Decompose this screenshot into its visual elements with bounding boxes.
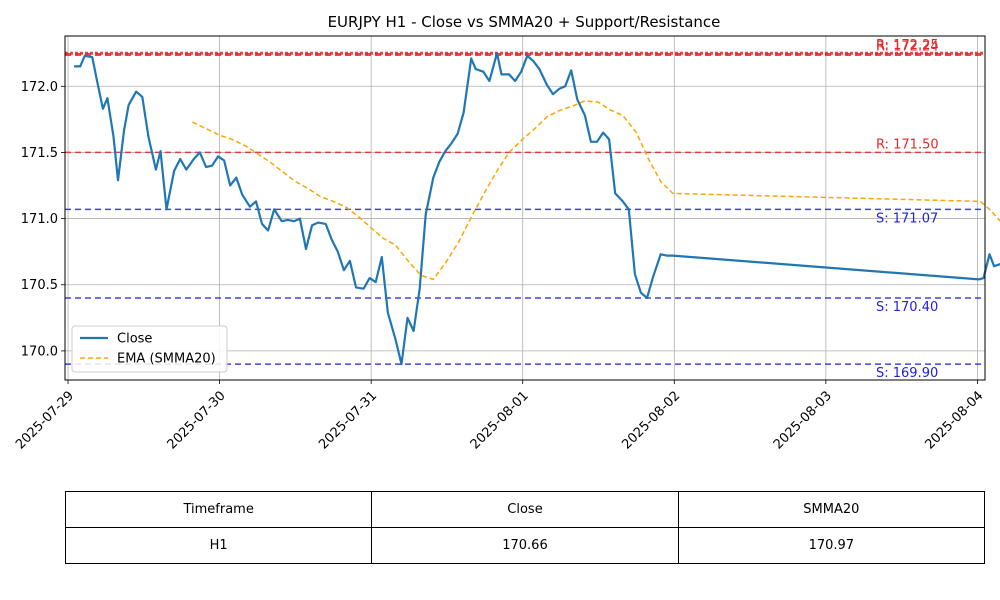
table-header-cell: Close — [371, 491, 679, 528]
x-tick-label: 2025-08-02 — [619, 388, 683, 452]
level-label: S: 170.40 — [876, 300, 938, 315]
chart: EURJPY H1 - Close vs SMMA20 + Support/Re… — [13, 13, 1000, 452]
table-header-cell: SMMA20 — [677, 491, 986, 528]
x-tick-label: 2025-07-31 — [316, 388, 380, 452]
table-header-row: Timeframe Close SMMA20 — [64, 491, 986, 528]
plot-frame — [64, 35, 986, 381]
y-tick-label: 171.5 — [21, 146, 58, 161]
summary-table: Timeframe Close SMMA20 H1 170.66 170.97 — [64, 491, 986, 564]
legend-label: EMA (SMMA20) — [117, 352, 216, 367]
table-cell: H1 — [64, 527, 373, 564]
level-label: R: 171.50 — [876, 137, 939, 152]
x-tick-label: 2025-08-04 — [922, 388, 986, 452]
series — [74, 52, 1000, 366]
x-tick-label: 2025-08-01 — [468, 388, 532, 452]
y-tick-label: 171.0 — [21, 212, 58, 227]
level-label: S: 169.90 — [876, 366, 938, 381]
legend: Close EMA (SMMA20) — [71, 325, 228, 373]
table-cell: 170.97 — [677, 527, 986, 564]
table-header-cell: Timeframe — [64, 491, 373, 528]
level-label: R: 172.24 — [876, 40, 939, 55]
x-axis: 2025-07-29 2025-07-30 2025-07-31 2025-08-01… — [13, 380, 986, 452]
x-tick-label: 2025-07-30 — [165, 388, 229, 452]
table-row: H1 170.66 170.97 — [64, 527, 986, 564]
legend-box — [71, 325, 228, 373]
level-label: R: 172.25 — [876, 38, 939, 53]
x-tick-label: 2025-07-29 — [13, 388, 77, 452]
smma20-series-line — [191, 100, 1000, 281]
legend-label: Close — [117, 332, 152, 347]
y-axis: 170.0 170.5 171.0 171.5 172.0 — [21, 80, 65, 359]
y-tick-label: 172.0 — [21, 80, 58, 95]
y-tick-label: 170.0 — [21, 344, 58, 359]
chart-title: EURJPY H1 - Close vs SMMA20 + Support/Re… — [328, 13, 721, 31]
y-tick-label: 170.5 — [21, 278, 58, 293]
table-cell: 170.66 — [371, 527, 679, 564]
x-tick-label: 2025-08-03 — [771, 388, 835, 452]
close-series-line — [74, 52, 1000, 366]
support-resistance-lines — [65, 51, 985, 365]
support-resistance-labels: R: 172.25R: 172.24 R: 171.50 S: 171.07 S: 1… — [876, 38, 939, 381]
level-label: S: 171.07 — [876, 211, 938, 226]
